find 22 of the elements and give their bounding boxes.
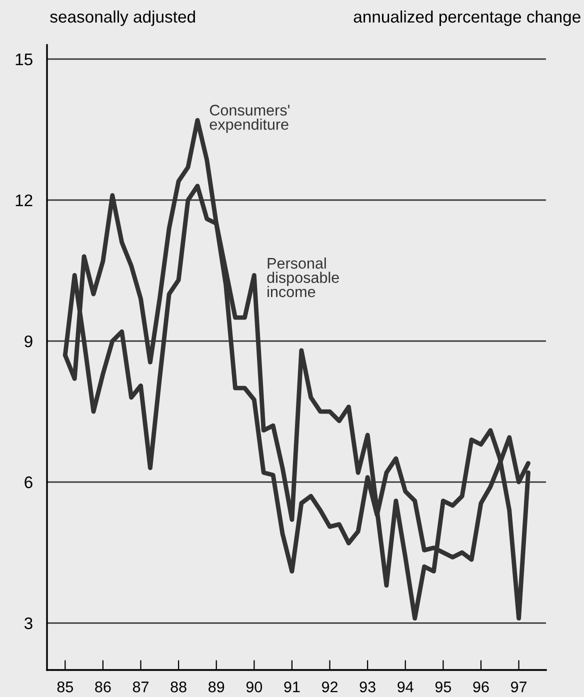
x-tick-label: 97 xyxy=(511,682,527,692)
x-tick-label: 90 xyxy=(246,682,262,692)
x-tick-label: 89 xyxy=(208,682,224,692)
x-tick-label: 96 xyxy=(473,682,489,692)
x-tick-label: 94 xyxy=(398,682,414,692)
y-tick-label: 6 xyxy=(24,476,32,488)
x-tick-label: 86 xyxy=(95,682,111,692)
text: seasonally adjusted xyxy=(50,10,195,26)
x-tick-label: 95 xyxy=(435,682,452,692)
x-tick-label: 92 xyxy=(322,682,338,692)
y-tick-label: 9 xyxy=(24,335,32,348)
y-tick-label: 3 xyxy=(24,617,32,630)
y-tick-label: 12 xyxy=(16,194,32,206)
series-label: Consumers' expenditure xyxy=(210,104,290,133)
x-tick-label: 85 xyxy=(57,682,73,692)
text: annualized percentage change xyxy=(354,10,580,26)
x-tick-label: 91 xyxy=(284,682,300,692)
series-label: Personal disposable income xyxy=(267,258,339,298)
x-tick-label: 87 xyxy=(132,682,148,692)
x-tick-label: 88 xyxy=(170,682,186,692)
x-tick-label: 93 xyxy=(360,682,376,692)
y-tick-label: 15 xyxy=(16,54,32,66)
